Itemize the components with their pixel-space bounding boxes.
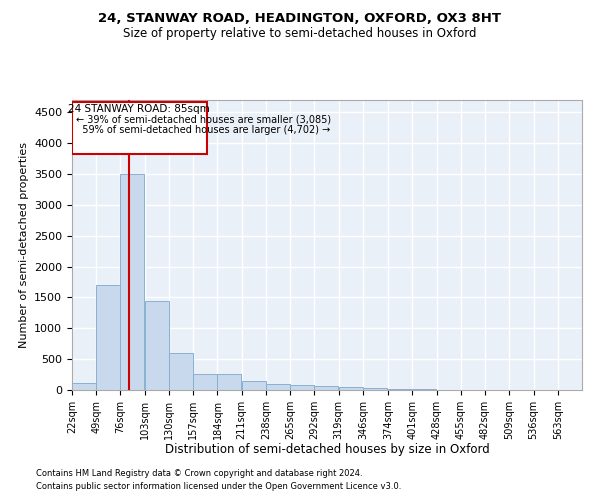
Text: Contains public sector information licensed under the Open Government Licence v3: Contains public sector information licen… xyxy=(36,482,401,491)
Bar xyxy=(266,384,290,390)
Text: 24 STANWAY ROAD: 85sqm: 24 STANWAY ROAD: 85sqm xyxy=(68,104,210,114)
Bar xyxy=(217,374,241,390)
Bar xyxy=(169,353,193,390)
Text: 24, STANWAY ROAD, HEADINGTON, OXFORD, OX3 8HT: 24, STANWAY ROAD, HEADINGTON, OXFORD, OX… xyxy=(98,12,502,26)
Bar xyxy=(121,174,145,390)
Y-axis label: Number of semi-detached properties: Number of semi-detached properties xyxy=(19,142,29,348)
Bar xyxy=(314,386,338,390)
FancyBboxPatch shape xyxy=(72,102,206,154)
Text: ← 39% of semi-detached houses are smaller (3,085): ← 39% of semi-detached houses are smalle… xyxy=(76,114,331,124)
Text: Contains HM Land Registry data © Crown copyright and database right 2024.: Contains HM Land Registry data © Crown c… xyxy=(36,468,362,477)
Bar xyxy=(363,388,387,390)
Text: 59% of semi-detached houses are larger (4,702) →: 59% of semi-detached houses are larger (… xyxy=(76,125,330,135)
Bar xyxy=(72,382,96,390)
Bar xyxy=(290,386,314,390)
Bar xyxy=(338,386,362,390)
Bar xyxy=(388,389,412,390)
Bar xyxy=(96,285,120,390)
Bar xyxy=(193,374,217,390)
Text: Size of property relative to semi-detached houses in Oxford: Size of property relative to semi-detach… xyxy=(123,28,477,40)
Text: Distribution of semi-detached houses by size in Oxford: Distribution of semi-detached houses by … xyxy=(164,442,490,456)
Bar xyxy=(145,300,169,390)
Bar xyxy=(242,382,266,390)
